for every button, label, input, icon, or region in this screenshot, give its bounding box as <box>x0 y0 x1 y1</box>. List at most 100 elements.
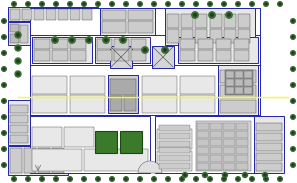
Bar <box>210 163 222 170</box>
Bar <box>70 50 86 61</box>
Circle shape <box>2 163 6 167</box>
Circle shape <box>96 2 100 6</box>
Circle shape <box>17 34 19 36</box>
Circle shape <box>124 177 128 181</box>
Bar <box>46 9 56 20</box>
Circle shape <box>203 173 208 178</box>
Bar <box>234 50 249 61</box>
Circle shape <box>124 2 128 6</box>
Circle shape <box>2 99 6 103</box>
Circle shape <box>41 3 43 5</box>
Circle shape <box>228 14 230 16</box>
Bar <box>120 131 142 153</box>
Bar <box>159 147 190 153</box>
Bar <box>20 25 28 43</box>
Circle shape <box>2 35 6 39</box>
Bar <box>97 50 112 61</box>
Bar <box>70 76 105 94</box>
Circle shape <box>292 148 294 150</box>
Circle shape <box>2 115 6 119</box>
Bar <box>152 46 174 68</box>
Bar <box>220 100 256 113</box>
Circle shape <box>13 178 15 180</box>
Bar <box>32 37 92 63</box>
Bar <box>34 50 50 61</box>
Bar <box>142 95 177 113</box>
Circle shape <box>69 3 71 5</box>
Bar <box>124 96 136 111</box>
Bar <box>196 121 251 171</box>
Bar <box>82 9 92 20</box>
Bar <box>218 65 258 115</box>
Circle shape <box>139 3 141 5</box>
Bar <box>224 29 236 43</box>
Circle shape <box>40 2 44 6</box>
Circle shape <box>182 173 187 178</box>
Circle shape <box>292 36 294 38</box>
Bar <box>256 133 282 141</box>
Circle shape <box>26 177 30 181</box>
Circle shape <box>3 84 5 86</box>
Bar <box>180 39 195 49</box>
Bar <box>167 29 179 43</box>
Bar <box>114 50 129 61</box>
Bar <box>238 29 250 43</box>
Circle shape <box>236 2 240 6</box>
Bar <box>84 149 148 171</box>
Circle shape <box>236 177 240 181</box>
Bar <box>210 139 222 146</box>
Circle shape <box>83 3 85 5</box>
Circle shape <box>2 19 6 23</box>
Circle shape <box>291 35 295 39</box>
Bar <box>8 100 30 145</box>
Circle shape <box>97 178 99 180</box>
Circle shape <box>3 116 5 118</box>
Circle shape <box>15 58 21 64</box>
Circle shape <box>17 60 19 62</box>
Bar <box>165 8 255 45</box>
Bar <box>220 70 256 83</box>
Circle shape <box>226 12 232 18</box>
Circle shape <box>103 37 109 43</box>
Bar <box>131 39 146 49</box>
Bar <box>256 143 282 151</box>
Bar <box>197 131 209 138</box>
Bar <box>180 76 215 94</box>
Bar <box>178 37 258 63</box>
Circle shape <box>144 49 146 51</box>
Circle shape <box>68 2 72 6</box>
Bar <box>108 75 138 113</box>
Circle shape <box>291 131 295 135</box>
Bar <box>197 139 209 146</box>
Circle shape <box>292 132 294 134</box>
Circle shape <box>237 178 239 180</box>
Circle shape <box>15 32 21 38</box>
Circle shape <box>83 178 85 180</box>
Bar <box>8 22 30 45</box>
Circle shape <box>110 177 114 181</box>
Circle shape <box>292 100 294 102</box>
Circle shape <box>105 39 107 41</box>
Circle shape <box>265 3 267 5</box>
Circle shape <box>97 3 99 5</box>
Bar <box>157 129 192 149</box>
Circle shape <box>162 47 168 53</box>
Circle shape <box>138 177 142 181</box>
Bar <box>236 147 248 154</box>
Bar <box>22 9 32 20</box>
Circle shape <box>164 49 166 51</box>
Circle shape <box>125 178 127 180</box>
Circle shape <box>278 2 282 6</box>
Circle shape <box>204 174 206 176</box>
Circle shape <box>208 177 212 181</box>
Bar <box>110 96 122 111</box>
Circle shape <box>3 20 5 22</box>
Bar <box>236 123 248 130</box>
Circle shape <box>279 3 281 5</box>
Circle shape <box>110 2 114 6</box>
Circle shape <box>291 83 295 87</box>
Circle shape <box>71 39 73 41</box>
Bar <box>180 95 215 113</box>
Circle shape <box>27 178 29 180</box>
Bar <box>8 146 68 175</box>
